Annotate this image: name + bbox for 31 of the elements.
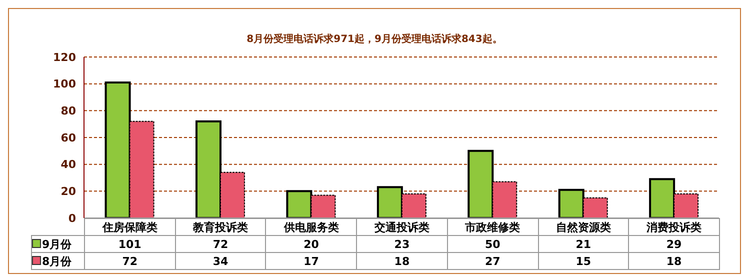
x-tick-label: 消费投诉类 (628, 218, 720, 236)
data-label: 50 (447, 236, 538, 252)
data-label: 17 (266, 252, 357, 270)
y-tick-label: 20 (60, 185, 76, 198)
data-label: 21 (538, 236, 629, 252)
y-tick-label: 0 (68, 212, 76, 225)
data-label: 29 (628, 236, 720, 252)
data-label: 18 (356, 252, 448, 270)
x-tick-label: 住房保障类 (84, 218, 176, 236)
data-label: 72 (84, 252, 176, 270)
data-label: 34 (175, 252, 266, 270)
data-label: 101 (84, 236, 176, 252)
legend-label: 8月份 (32, 252, 84, 270)
data-label: 15 (538, 252, 629, 270)
data-label: 72 (175, 236, 266, 252)
x-tick-label: 教育投诉类 (175, 218, 266, 236)
legend-label: 9月份 (32, 236, 84, 252)
y-tick-label: 80 (60, 104, 76, 118)
x-tick-label: 交通投诉类 (356, 218, 448, 236)
data-label: 20 (266, 236, 357, 252)
x-tick-label: 供电服务类 (266, 218, 357, 236)
chart-title: 8月份受理电话诉求971起，9月份受理电话诉求843起。 (246, 32, 504, 46)
y-tick-label: 40 (60, 158, 76, 172)
data-label: 18 (628, 252, 720, 270)
x-tick-label: 自然资源类 (538, 218, 629, 236)
y-tick-label: 60 (60, 131, 76, 144)
y-tick-label: 120 (53, 50, 76, 64)
data-label: 23 (356, 236, 448, 252)
x-tick-label: 市政维修类 (447, 218, 538, 236)
data-label: 27 (447, 252, 538, 270)
y-tick-label: 100 (53, 78, 76, 91)
